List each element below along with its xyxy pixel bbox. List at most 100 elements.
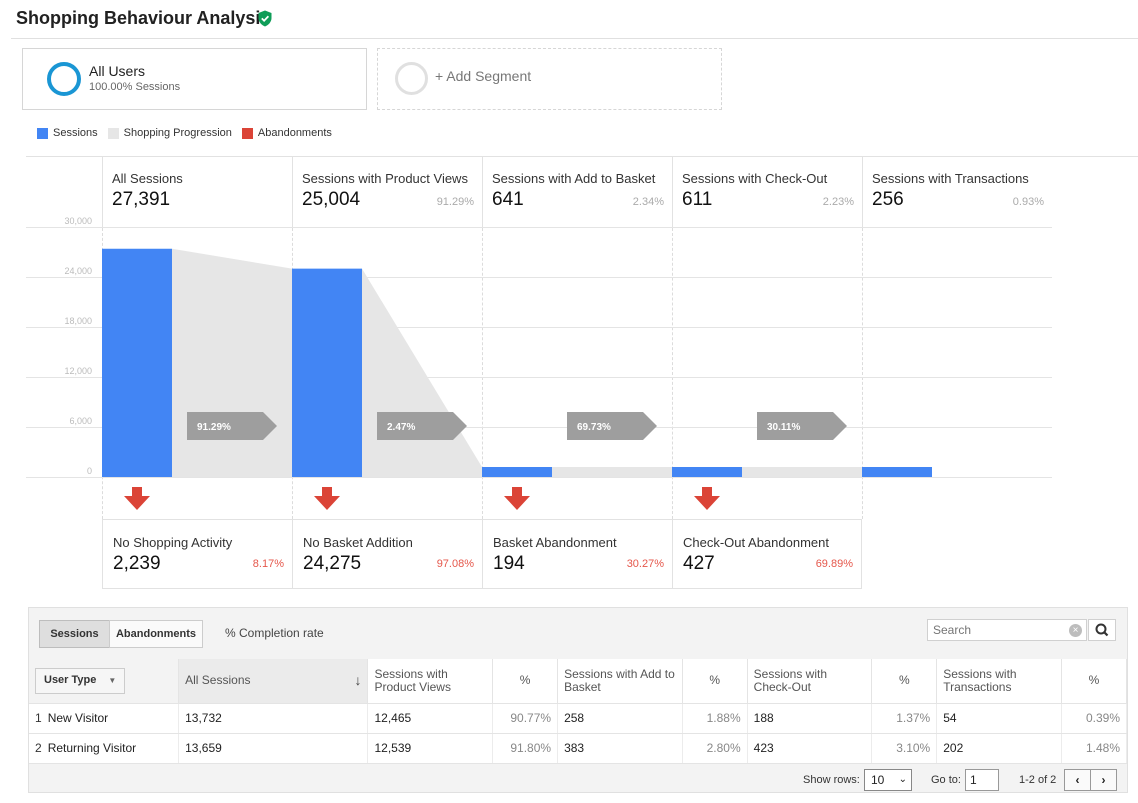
- funnel-bar: [482, 467, 552, 477]
- y-tick-label: 12,000: [64, 366, 92, 376]
- cell-all-sessions: 13,732: [178, 703, 369, 734]
- abandonment-check-out[interactable]: Check-Out Abandonment 427 69.89%: [672, 519, 862, 589]
- previous-page-button[interactable]: ‹: [1064, 769, 1091, 791]
- column-header-check-out[interactable]: Sessions with Check-Out: [747, 659, 873, 704]
- y-tick-label: 30,000: [64, 216, 92, 226]
- stage-label: Sessions with Product Views: [302, 171, 468, 186]
- legend-swatch-sessions: [37, 127, 48, 139]
- funnel-top-divider: [26, 156, 1138, 157]
- chart-legend: Sessions Shopping Progression Abandonmen…: [37, 127, 342, 139]
- dimension-label: User Type: [44, 674, 97, 687]
- stage-value: 641: [492, 189, 524, 210]
- column-dashed-divider: [862, 228, 863, 519]
- rows-per-page-select[interactable]: 10 ⌄: [864, 769, 912, 791]
- table-header-row: User Type ▼ All Sessions ↓ Sessions with …: [29, 659, 1127, 704]
- abandonment-arrow-icon: [504, 487, 530, 510]
- stage-value: 611: [682, 189, 713, 210]
- abandonment-value: 24,275: [303, 553, 362, 574]
- caret-down-icon: ▼: [108, 676, 117, 686]
- legend-swatch-abandonments: [241, 127, 253, 139]
- progression-arrow: [187, 412, 277, 440]
- cell-add-to-basket: 258: [557, 703, 683, 734]
- clear-icon[interactable]: ×: [1069, 624, 1082, 637]
- table-footer: Show rows: 10 ⌄ Go to: 1 1-2 of 2 ‹ ›: [29, 766, 1127, 793]
- gridline: [26, 377, 1052, 378]
- segment-ring-icon: [47, 62, 81, 96]
- column-header-percent[interactable]: %: [871, 659, 938, 704]
- column-header-user-type: User Type ▼: [29, 659, 180, 704]
- cell-percent: 91.80%: [492, 733, 559, 764]
- stage-percent: 0.93%: [1012, 196, 1044, 208]
- cell-all-sessions: 13,659: [178, 733, 369, 764]
- gridline-baseline: [26, 477, 1052, 478]
- column-divider: [482, 157, 483, 228]
- tab-abandonments[interactable]: Abandonments: [109, 620, 203, 648]
- goto-page-input[interactable]: 1: [965, 769, 999, 791]
- legend-swatch-progression: [107, 127, 119, 139]
- column-header-product-views[interactable]: Sessions with Product Views: [367, 659, 494, 704]
- progression-rate-label: 2.47%: [387, 422, 415, 433]
- chevron-left-icon: ‹: [1075, 773, 1080, 787]
- abandonment-value: 194: [493, 553, 525, 574]
- legend-label: Sessions: [53, 127, 98, 139]
- stage-transactions[interactable]: Sessions with Transactions 256 0.93%: [862, 157, 1052, 228]
- funnel-bar: [862, 467, 932, 477]
- search-field[interactable]: ×: [927, 619, 1087, 641]
- progression-band: [552, 467, 672, 477]
- cell-user-type[interactable]: 2 Returning Visitor: [29, 733, 180, 764]
- search-icon: [1095, 623, 1109, 637]
- legend-item-abandonments: Abandonments: [241, 127, 332, 139]
- segment-all-users[interactable]: All Users 100.00% Sessions: [22, 48, 367, 110]
- abandonment-percent: 30.27%: [626, 558, 664, 570]
- progression-band: [172, 248, 292, 477]
- dimension-dropdown[interactable]: User Type ▼: [35, 667, 126, 694]
- cell-user-type[interactable]: 1 New Visitor: [29, 703, 180, 734]
- cell-percent: 3.10%: [871, 733, 938, 764]
- y-tick-label: 18,000: [64, 316, 92, 326]
- header-label: All Sessions: [185, 673, 251, 688]
- legend-item-sessions: Sessions: [37, 127, 98, 139]
- stage-product-views[interactable]: Sessions with Product Views 25,004 91.29…: [292, 157, 482, 228]
- progression-arrow: [567, 412, 657, 440]
- column-header-percent[interactable]: %: [682, 659, 748, 704]
- stage-add-to-basket[interactable]: Sessions with Add to Basket 641 2.34%: [482, 157, 672, 228]
- column-header-percent[interactable]: %: [1061, 659, 1127, 704]
- completion-rate-toggle[interactable]: % Completion rate: [225, 626, 324, 640]
- page-title: Shopping Behaviour Analysis: [16, 8, 271, 28]
- search-input[interactable]: [933, 623, 1063, 637]
- segment-title: All Users: [89, 63, 146, 79]
- cell-product-views: 12,465: [367, 703, 494, 734]
- search-button[interactable]: [1088, 619, 1116, 641]
- abandonment-no-basket-addition[interactable]: No Basket Addition 24,275 97.08%: [292, 519, 482, 589]
- row-index: 2: [35, 741, 42, 755]
- stage-label: Sessions with Check-Out: [682, 171, 828, 186]
- add-segment-button[interactable]: + Add Segment: [377, 48, 722, 110]
- column-header-all-sessions[interactable]: All Sessions ↓: [178, 659, 369, 704]
- funnel-bar: [102, 248, 172, 477]
- abandonment-label: No Basket Addition: [303, 535, 413, 550]
- gridline: [26, 277, 1052, 278]
- abandonment-basket[interactable]: Basket Abandonment 194 30.27%: [482, 519, 672, 589]
- abandonment-percent: 97.08%: [436, 558, 474, 570]
- progression-rate-label: 30.11%: [767, 422, 800, 433]
- abandonment-label: Check-Out Abandonment: [683, 535, 829, 550]
- tab-sessions[interactable]: Sessions: [39, 620, 110, 648]
- stage-check-out[interactable]: Sessions with Check-Out 611 2.23%: [672, 157, 862, 228]
- abandonment-no-shopping-activity[interactable]: No Shopping Activity 2,239 8.17%: [102, 519, 292, 589]
- stage-value: 25,004: [302, 189, 361, 210]
- cell-percent: 0.39%: [1061, 703, 1127, 734]
- column-header-transactions[interactable]: Sessions with Transactions: [936, 659, 1062, 704]
- y-tick-label: 24,000: [64, 266, 92, 276]
- legend-label: Abandonments: [257, 127, 332, 139]
- rows-per-page-value: 10: [871, 773, 885, 787]
- column-dashed-divider: [482, 228, 483, 519]
- stage-all-sessions[interactable]: All Sessions 27,391: [102, 157, 292, 228]
- column-header-percent[interactable]: %: [492, 659, 559, 704]
- abandonment-value: 2,239: [113, 553, 161, 574]
- column-divider: [292, 157, 293, 228]
- next-page-button[interactable]: ›: [1090, 769, 1117, 791]
- column-header-add-to-basket[interactable]: Sessions with Add to Basket: [557, 659, 683, 704]
- table-row: 1 New Visitor 13,732 12,465 90.77% 258 1.…: [29, 703, 1127, 734]
- abandonment-arrow-icon: [694, 487, 720, 510]
- goto-label: Go to:: [931, 774, 961, 786]
